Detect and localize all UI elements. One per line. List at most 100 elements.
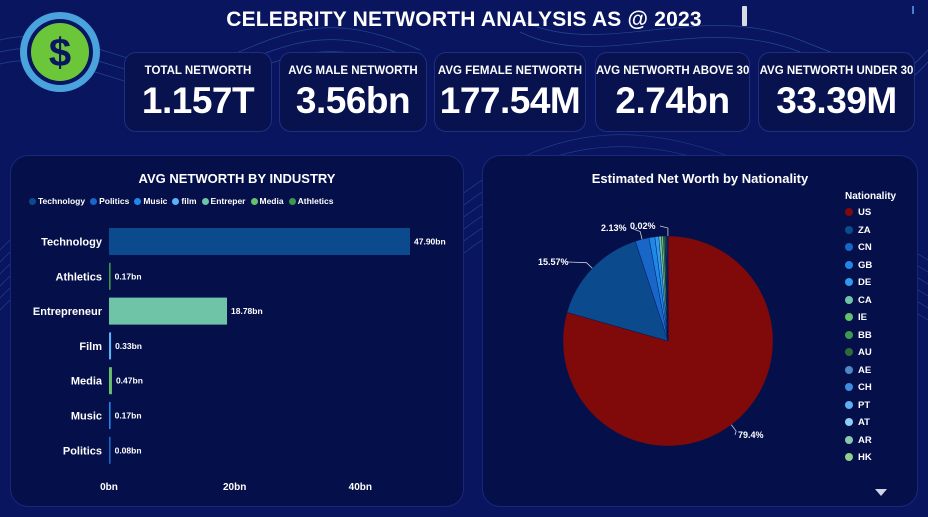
- legend-item-bb[interactable]: BB: [845, 330, 872, 341]
- x-tick-label: 20bn: [223, 482, 246, 493]
- legend-dot: [250, 198, 258, 205]
- legend-label: Media: [259, 196, 284, 206]
- legend-label: AR: [858, 434, 872, 446]
- legend-dot: [845, 260, 853, 269]
- legend-dot: [845, 278, 853, 286]
- kpi-label: AVG FEMALE NETWORTH: [437, 65, 583, 77]
- legend-item[interactable]: Entreper: [201, 196, 246, 206]
- legend-label: AE: [858, 364, 872, 376]
- kpi-label: TOTAL NETWORTH: [144, 65, 252, 77]
- bar-data-label: 47.90bn: [414, 237, 446, 247]
- pie-leader-line: [630, 227, 643, 240]
- legend-dot: [845, 313, 853, 321]
- pie-leader-line: [730, 424, 737, 436]
- legend-item[interactable]: Technology: [29, 196, 85, 206]
- corner-mark: [912, 6, 914, 14]
- bar-athletics[interactable]: [109, 262, 111, 290]
- bar-film[interactable]: [109, 332, 112, 360]
- kpi-total-networth: TOTAL NETWORTH 1.157T: [124, 52, 272, 132]
- bar-technology[interactable]: [109, 228, 410, 255]
- nationality-legend-title: Nationality: [845, 191, 897, 202]
- legend-label: Technology: [38, 196, 86, 206]
- legend-item-cn[interactable]: CN: [845, 242, 872, 253]
- legend-dot: [845, 365, 853, 374]
- bar-music[interactable]: [109, 402, 111, 429]
- industry-bar-chart: Technology 47.90bn Athletics 0.17bn Entrepre…: [33, 228, 446, 493]
- bar-politics[interactable]: [109, 436, 111, 464]
- kpi-value: 2.74bn: [615, 80, 730, 121]
- legend-dot: [845, 418, 853, 426]
- kpi-value: 3.56bn: [295, 80, 411, 121]
- nationality-chart-title: Estimated Net Worth by Nationality: [591, 171, 809, 186]
- pie-slice-za[interactable]: [566, 240, 669, 342]
- legend-item-ar[interactable]: AR: [845, 435, 872, 446]
- legend-dot: [288, 198, 296, 205]
- bar-media[interactable]: [109, 367, 112, 395]
- industry-chart-title: AVG NETWORTH BY INDUSTRY: [138, 171, 336, 186]
- legend-label: AT: [858, 417, 870, 428]
- legend-item-au[interactable]: AU: [845, 347, 872, 358]
- legend-label: AU: [858, 347, 872, 358]
- bar-entrepreneur[interactable]: [109, 297, 228, 325]
- bar-data-label: 0.47bn: [116, 376, 143, 386]
- legend-label: Entreper: [210, 196, 246, 206]
- legend-label: DE: [858, 277, 872, 288]
- legend-item[interactable]: Politics: [90, 196, 129, 206]
- kpi-label: AVG NETWORTH UNDER 30: [759, 65, 914, 77]
- legend-item-ae[interactable]: AE: [845, 365, 871, 376]
- bar-category-label: Film: [79, 341, 102, 353]
- legend-dot: [134, 198, 142, 205]
- legend-dot: [172, 198, 180, 205]
- legend-item-pt[interactable]: PT: [845, 400, 870, 411]
- bar-data-label: 0.17bn: [115, 271, 142, 281]
- legend-item[interactable]: Music: [134, 196, 167, 206]
- legend-scroll-down-button[interactable]: [875, 489, 887, 496]
- legend-label: film: [181, 196, 197, 206]
- legend-label: Athletics: [297, 196, 334, 206]
- legend-label: CA: [858, 294, 872, 306]
- legend-item-za[interactable]: ZA: [845, 225, 871, 236]
- legend-dot: [845, 453, 853, 461]
- legend-dot: [845, 383, 853, 391]
- legend-label: PT: [858, 399, 871, 411]
- legend-dot: [845, 348, 853, 356]
- legend-item-gb[interactable]: GB: [845, 260, 872, 271]
- legend-dot: [845, 225, 853, 234]
- pie-leader-line: [567, 261, 593, 269]
- legend-item[interactable]: film: [172, 196, 197, 206]
- x-tick-label: 0bn: [100, 482, 118, 493]
- kpi-value: 33.39M: [776, 80, 897, 121]
- bar-data-label: 0.33bn: [115, 341, 142, 351]
- legend-item[interactable]: Media: [250, 196, 284, 206]
- legend-item[interactable]: Athletics: [288, 196, 334, 206]
- bar-data-label: 0.08bn: [115, 445, 142, 455]
- legend-label: Politics: [99, 196, 130, 206]
- legend-item-de[interactable]: DE: [845, 277, 871, 288]
- legend-label: CH: [858, 382, 872, 393]
- legend-item-us[interactable]: US: [845, 207, 871, 218]
- legend-item-ca[interactable]: CA: [845, 295, 872, 306]
- legend-label: IE: [858, 312, 867, 323]
- legend-item-at[interactable]: AT: [845, 417, 870, 428]
- legend-item-ch[interactable]: CH: [845, 382, 872, 393]
- pie-slice-label: 15.57%: [538, 257, 569, 267]
- kpi-avg-networth-above-30: AVG NETWORTH ABOVE 30 2.74bn: [595, 52, 750, 132]
- kpi-label: AVG NETWORTH ABOVE 30: [596, 65, 750, 77]
- legend-label: US: [858, 207, 872, 218]
- legend-item-hk[interactable]: HK: [845, 452, 872, 463]
- legend-label: GB: [858, 259, 873, 271]
- page-title: CELEBRITY NETWORTH ANALYSIS AS @ 2023: [226, 8, 702, 31]
- legend-dot: [29, 198, 36, 205]
- industry-chart-panel: AVG NETWORTH BY INDUSTRY Technology Polit…: [10, 155, 464, 507]
- legend-dot: [845, 400, 853, 409]
- legend-dot: [845, 243, 853, 251]
- legend-dot: [845, 435, 853, 444]
- bar-category-label: Politics: [63, 445, 102, 457]
- kpi-avg-female-networth: AVG FEMALE NETWORTH 177.54M: [434, 52, 586, 132]
- industry-legend: Technology Politics Music film Entreper Media…: [29, 196, 339, 206]
- bar-category-label: Media: [71, 376, 103, 388]
- kpi-value: 1.157T: [141, 80, 255, 121]
- kpi-label: AVG MALE NETWORTH: [288, 65, 418, 77]
- legend-item-ie[interactable]: IE: [845, 312, 867, 323]
- bar-data-label: 0.17bn: [115, 411, 142, 421]
